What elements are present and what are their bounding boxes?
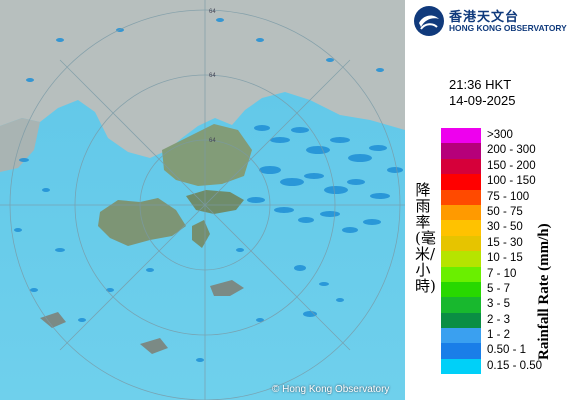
legend-title-zh: 降雨率(毫米/小時) bbox=[415, 181, 436, 295]
legend-swatch bbox=[441, 281, 481, 298]
org-name-zh: 香港天文台 bbox=[449, 10, 520, 25]
range-label: 64 bbox=[209, 73, 216, 79]
legend-swatch bbox=[441, 204, 481, 221]
radar-map-image: 64 64 64 bbox=[0, 0, 405, 400]
south-islands bbox=[210, 280, 244, 296]
legend-label: 10 - 15 bbox=[487, 252, 523, 265]
range-labels: 64 64 64 bbox=[209, 9, 216, 144]
org-name-en: HONG KONG OBSERVATORY bbox=[449, 23, 567, 33]
legend-swatch bbox=[441, 328, 481, 344]
map-credit: © Hong Kong Observatory bbox=[272, 384, 390, 395]
lamma-island bbox=[192, 220, 210, 248]
legend-row: 30 - 50 bbox=[441, 220, 561, 236]
legend-label: 150 - 200 bbox=[487, 159, 536, 172]
legend-row: 2 - 3 bbox=[441, 312, 561, 329]
legend-row: 0.50 - 1 bbox=[441, 343, 561, 359]
legend-row: 150 - 200 bbox=[441, 158, 561, 175]
legend-swatch bbox=[441, 343, 481, 359]
legend-swatch bbox=[441, 235, 481, 252]
legend-label: 15 - 30 bbox=[487, 236, 523, 249]
hong-kong-island bbox=[186, 190, 244, 214]
legend-label: 5 - 7 bbox=[487, 282, 511, 295]
legend-swatch bbox=[441, 220, 481, 236]
legend-label: 0.50 - 1 bbox=[487, 344, 526, 357]
hko-logo-icon bbox=[414, 6, 444, 36]
observation-time: 21:36 HKT bbox=[449, 77, 512, 92]
legend-row: 5 - 7 bbox=[441, 281, 561, 298]
legend-swatch bbox=[441, 312, 481, 329]
legend-row: 100 - 150 bbox=[441, 174, 561, 190]
legend-swatch bbox=[441, 266, 481, 282]
legend-swatch bbox=[441, 297, 481, 313]
mainland-west bbox=[0, 118, 40, 172]
legend-row: 7 - 10 bbox=[441, 266, 561, 282]
legend-row: 3 - 5 bbox=[441, 297, 561, 313]
new-territories bbox=[162, 124, 252, 186]
south-islands-3 bbox=[140, 338, 168, 354]
legend-panel: 香港天文台 HONG KONG OBSERVATORY 21:36 HKT 14… bbox=[405, 0, 577, 400]
legend-row: 15 - 30 bbox=[441, 235, 561, 252]
legend-label: 75 - 100 bbox=[487, 190, 530, 203]
legend-swatch bbox=[441, 358, 481, 375]
legend-row: 200 - 300 bbox=[441, 143, 561, 159]
observation-date: 14-09-2025 bbox=[449, 93, 516, 108]
legend-title-en: Rainfall Rate (mm/h) bbox=[536, 223, 552, 360]
legend-label: 200 - 300 bbox=[487, 144, 536, 157]
legend-swatch bbox=[441, 143, 481, 159]
range-label: 64 bbox=[209, 138, 216, 144]
rain-cells bbox=[14, 18, 403, 362]
legend-row: 10 - 15 bbox=[441, 251, 561, 267]
legend-label: 1 - 2 bbox=[487, 329, 511, 342]
legend-swatch bbox=[441, 251, 481, 267]
legend-swatch bbox=[441, 174, 481, 190]
legend-label: 2 - 3 bbox=[487, 313, 511, 326]
hko-logo: 香港天文台 HONG KONG OBSERVATORY bbox=[413, 4, 577, 38]
legend-label: 100 - 150 bbox=[487, 175, 536, 188]
legend-row: 75 - 100 bbox=[441, 189, 561, 205]
legend-swatch bbox=[441, 128, 481, 144]
legend-swatch bbox=[441, 158, 481, 175]
legend-label: >300 bbox=[487, 129, 513, 141]
legend-row: 0.15 - 0.50 bbox=[441, 358, 561, 375]
south-islands-2 bbox=[40, 312, 66, 328]
legend-label: 0.15 - 0.50 bbox=[487, 359, 542, 372]
legend-label: 50 - 75 bbox=[487, 205, 523, 218]
radar-map: 64 64 64 © Hong Kong Observatory bbox=[0, 0, 405, 400]
rainfall-legend: >300 200 - 300 150 - 200 100 - 150 75 - 100 5… bbox=[441, 128, 561, 375]
legend-label: 7 - 10 bbox=[487, 267, 517, 280]
range-label: 64 bbox=[209, 9, 216, 15]
legend-row: 50 - 75 bbox=[441, 204, 561, 221]
legend-row: >300 bbox=[441, 128, 561, 144]
legend-label: 30 - 50 bbox=[487, 221, 523, 234]
legend-swatch bbox=[441, 189, 481, 205]
legend-label: 3 - 5 bbox=[487, 298, 511, 311]
range-rings bbox=[0, 0, 405, 400]
legend-row: 1 - 2 bbox=[441, 328, 561, 344]
